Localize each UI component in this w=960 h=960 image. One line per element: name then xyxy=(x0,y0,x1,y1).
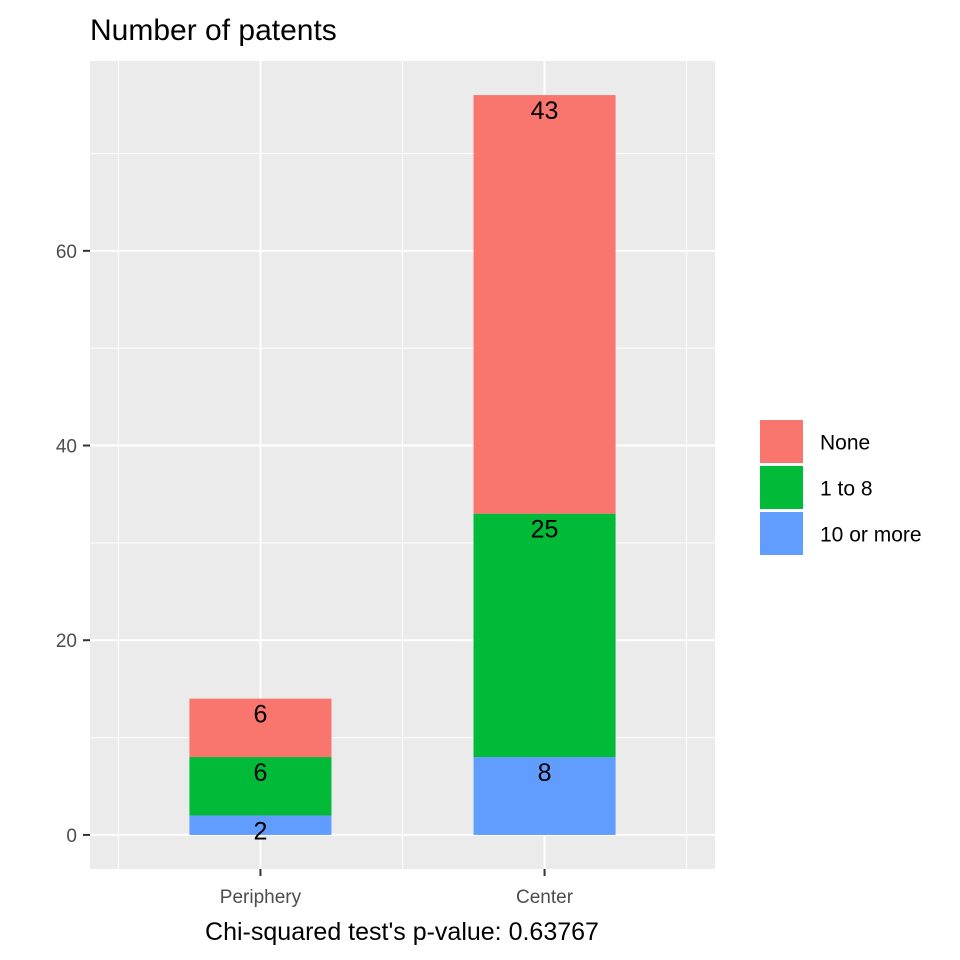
legend-label-10-or-more: 10 or more xyxy=(820,524,922,547)
bar-periphery-10-or-more xyxy=(189,815,332,835)
legend-key-10-or-more xyxy=(760,512,803,555)
bar-label-center-none: 43 xyxy=(531,97,559,125)
bar-periphery-none xyxy=(189,698,332,758)
bar-label-periphery-none: 6 xyxy=(254,701,268,729)
y-tick-label: 20 xyxy=(56,631,77,652)
legend-label-none: None xyxy=(820,432,870,455)
bar-label-periphery-1-to-8: 6 xyxy=(254,759,268,787)
bar-center-10-or-more xyxy=(473,757,616,835)
bar-center-none xyxy=(473,95,616,514)
bar-label-periphery-10-or-more: 2 xyxy=(254,817,268,845)
chart-caption: Chi-squared test's p-value: 0.63767 xyxy=(205,918,599,946)
y-tick-label: 60 xyxy=(56,242,77,263)
y-tick-label: 0 xyxy=(66,826,77,847)
bar-label-center-10-or-more: 8 xyxy=(538,759,552,787)
legend-key-none xyxy=(760,420,803,463)
legend-label-1-to-8: 1 to 8 xyxy=(820,478,873,501)
bars xyxy=(189,95,616,835)
bar-labels: 2 6 6 8 25 43 xyxy=(254,97,559,845)
bar-center-1-to-8 xyxy=(473,513,616,758)
axes: 0 20 40 60 Periphery Center xyxy=(56,242,574,908)
y-tick-label: 40 xyxy=(56,437,77,458)
chart-title: Number of patents xyxy=(90,14,337,47)
x-tick-label: Center xyxy=(516,887,574,908)
legend: None 1 to 8 10 or more xyxy=(760,420,922,555)
bar-label-center-1-to-8: 25 xyxy=(531,516,559,544)
x-tick-label: Periphery xyxy=(220,887,302,908)
bar-periphery-1-to-8 xyxy=(189,757,332,816)
legend-key-1-to-8 xyxy=(760,466,803,509)
